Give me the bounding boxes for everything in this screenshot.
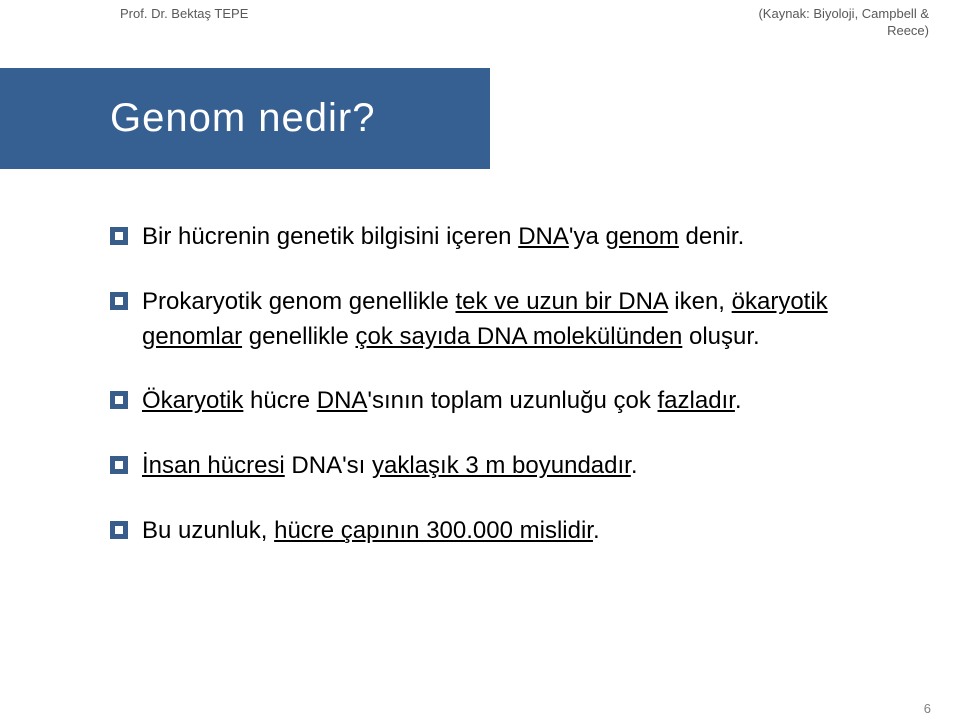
bullet-square-icon (110, 521, 128, 539)
page-number: 6 (924, 701, 931, 716)
header-row: Prof. Dr. Bektaş TEPE (Kaynak: Biyoloji,… (0, 0, 959, 40)
bullet-square-icon (110, 391, 128, 409)
bullet-item: Bu uzunluk, hücre çapının 300.000 mislid… (110, 514, 889, 549)
content-area: Bir hücrenin genetik bilgisini içeren DN… (110, 220, 889, 579)
bullet-text: Bir hücrenin genetik bilgisini içeren DN… (142, 220, 744, 255)
bullet-item: Ökaryotik hücre DNA'sının toplam uzunluğ… (110, 384, 889, 419)
title-block: Genom nedir? (0, 68, 490, 169)
page-title: Genom nedir? (110, 96, 375, 140)
bullet-item: İnsan hücresi DNA'sı yaklaşık 3 m boyund… (110, 449, 889, 484)
bullet-text: İnsan hücresi DNA'sı yaklaşık 3 m boyund… (142, 449, 638, 484)
bullet-item: Prokaryotik genom genellikle tek ve uzun… (110, 285, 889, 355)
bullet-text: Ökaryotik hücre DNA'sının toplam uzunluğ… (142, 384, 742, 419)
bullet-item: Bir hücrenin genetik bilgisini içeren DN… (110, 220, 889, 255)
bullet-square-icon (110, 456, 128, 474)
source-label: (Kaynak: Biyoloji, Campbell & Reece) (758, 6, 929, 40)
source-line-1: (Kaynak: Biyoloji, Campbell & (758, 6, 929, 21)
author-label: Prof. Dr. Bektaş TEPE (120, 6, 248, 40)
bullet-text: Prokaryotik genom genellikle tek ve uzun… (142, 285, 889, 355)
bullet-square-icon (110, 292, 128, 310)
source-line-2: Reece) (887, 23, 929, 38)
bullet-square-icon (110, 227, 128, 245)
bullet-text: Bu uzunluk, hücre çapının 300.000 mislid… (142, 514, 600, 549)
